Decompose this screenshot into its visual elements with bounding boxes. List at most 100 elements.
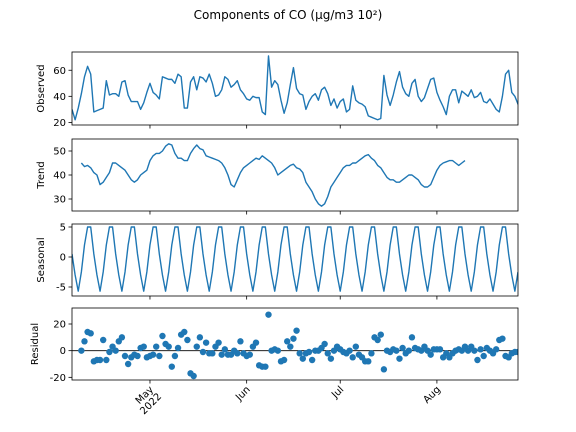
observed-frame [71, 51, 519, 126]
residual-point [321, 340, 328, 348]
residual-point [215, 339, 222, 346]
residual-point [237, 338, 244, 345]
subplots: 20 40 60 Observed 30 40 50 Trend -5 0 5 Seasonal -20… [30, 51, 519, 384]
residual-point [252, 339, 260, 346]
residual-point [380, 366, 388, 373]
seasonal-ylabel: Seasonal [36, 237, 47, 282]
residual-point [190, 372, 197, 380]
residual-point [112, 347, 119, 354]
residual-point [408, 334, 416, 341]
residual-point [262, 363, 269, 370]
residual-point [299, 355, 306, 362]
residual-point [81, 338, 88, 345]
trend-panel: 30 40 50 Trend [36, 138, 519, 215]
trend-ytick-label: 30 [53, 195, 66, 206]
residual-point [393, 347, 400, 354]
observed-line [72, 55, 518, 121]
residual-point [293, 327, 300, 334]
residual-ytick-label: 20 [53, 320, 66, 331]
residual-point [153, 343, 160, 350]
residual-point [134, 352, 141, 360]
trend-frame [71, 138, 519, 212]
residual-point [274, 347, 282, 354]
residual-point [374, 336, 381, 344]
residual-point [396, 355, 403, 362]
residual-point [346, 347, 353, 354]
residual-point [280, 356, 288, 364]
residual-point [103, 356, 110, 364]
seasonal-panel: -5 0 5 Seasonal [36, 223, 519, 300]
residual-point [168, 363, 175, 370]
residual-point [287, 343, 294, 350]
xtick-label: Jul [329, 384, 346, 401]
residual-point [78, 347, 85, 354]
residual-point [199, 348, 207, 356]
residual-point [471, 347, 478, 354]
residual-point [405, 347, 413, 354]
residual-point [140, 343, 147, 350]
residual-point [171, 352, 179, 360]
residual-point [246, 351, 253, 358]
residual-point [234, 350, 241, 357]
observed-ytick-label: 20 [53, 118, 66, 129]
residual-point [474, 356, 481, 364]
residual-point [124, 360, 132, 368]
residual-point [492, 346, 500, 353]
residual-point [165, 343, 172, 350]
seasonal-ytick-label: 5 [60, 223, 66, 234]
residual-point [87, 330, 94, 337]
xtick-label: Jun [233, 384, 253, 404]
residual-point [477, 346, 484, 353]
observed-ylabel: Observed [36, 64, 47, 112]
residual-point [106, 348, 113, 356]
residual-point [305, 348, 313, 356]
trend-ylabel: Trend [36, 161, 47, 189]
residual-point [96, 356, 104, 364]
residual-point [324, 350, 331, 357]
residual-point [349, 354, 356, 361]
trend-line [80, 143, 466, 207]
residual-point [308, 356, 316, 364]
residual-ylabel: Residual [30, 323, 41, 365]
residual-point [436, 346, 444, 353]
residual-point [377, 331, 384, 338]
residual-panel: -20 0 20 Residual [30, 307, 519, 384]
residual-point [174, 344, 182, 352]
observed-ytick-label: 40 [53, 92, 66, 103]
residual-point [427, 351, 434, 358]
observed-ytick-label: 60 [53, 66, 66, 77]
seasonal-frame [71, 223, 519, 297]
residual-point [121, 352, 129, 360]
residual-ytick-label: 0 [60, 346, 66, 357]
seasonal-ytick-label: -5 [56, 283, 66, 294]
residual-point [209, 350, 216, 357]
residual-point [368, 350, 375, 357]
observed-panel: 20 40 60 Observed [36, 51, 519, 129]
chart-title: Components of CO (µg/m3 10²) [194, 8, 383, 22]
residual-point [181, 328, 188, 336]
residual-point [193, 343, 200, 350]
seasonal-line [72, 226, 518, 292]
residual-point [352, 343, 360, 350]
residual-point [149, 351, 157, 358]
residual-points [78, 311, 518, 380]
residual-point [196, 334, 204, 341]
residual-frame [71, 307, 519, 381]
residual-point [159, 332, 166, 340]
residual-point [218, 351, 225, 358]
residual-point [221, 346, 229, 353]
residual-point [284, 338, 291, 345]
seasonal-ytick-label: 0 [60, 253, 66, 264]
residual-point [118, 334, 126, 341]
residual-point [265, 311, 272, 318]
residual-point [514, 348, 518, 356]
residual-point [99, 336, 107, 344]
residual-point [365, 358, 372, 365]
residual-point [202, 339, 210, 346]
residual-point [480, 352, 487, 360]
residual-point [499, 335, 506, 342]
trend-ytick-label: 40 [53, 171, 66, 182]
residual-point [156, 352, 163, 360]
